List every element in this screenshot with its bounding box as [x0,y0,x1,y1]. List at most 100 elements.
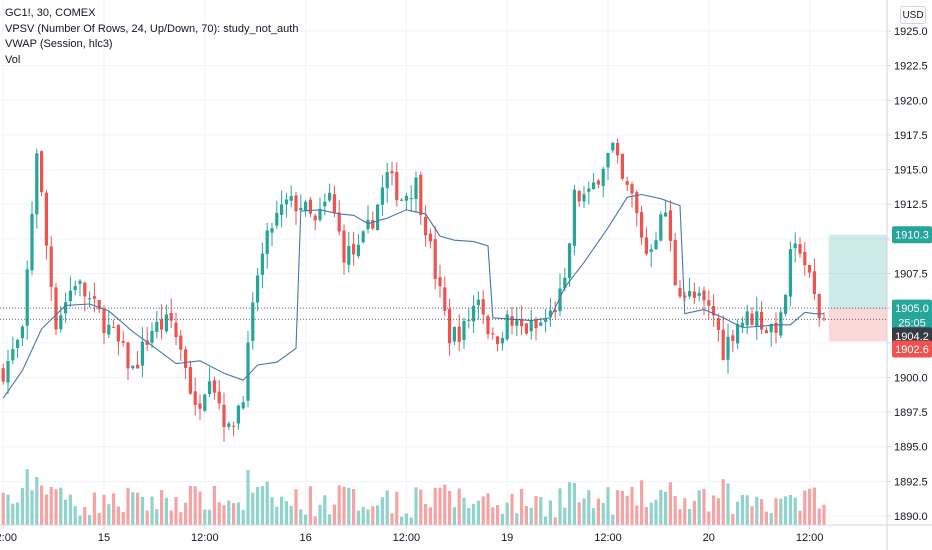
volume-bar [275,506,279,525]
candle-body [678,287,682,297]
volume-bar [40,485,44,525]
candle-body [467,319,471,321]
legend-vwap[interactable]: VWAP (Session, hlc3) [5,38,113,50]
volume-bar [707,511,711,525]
candle-body [659,214,663,241]
candle-body [217,391,221,404]
volume-bar [563,507,567,525]
volume-bar [49,487,53,525]
long-position-box[interactable] [828,234,887,342]
candle-body [44,192,48,246]
x-tick-label: 16 [299,532,311,544]
candle-body [476,299,480,306]
candle-body [692,291,696,298]
candle-body [193,391,197,405]
candle-body [299,207,303,211]
volume-bar [764,511,768,525]
x-tick-label: 12:00 [594,532,622,544]
volume-bar [193,486,197,525]
volume-bar [611,514,615,525]
candle-body [16,339,20,348]
x-axis-ticks: 12:00 15 12:00 16 12:00 19 12:00 20 12:00 [0,525,823,544]
candle-body [452,326,456,342]
volume-bar [97,512,101,525]
candle-body [731,335,735,342]
candle-body [270,228,274,233]
volume-bar [457,488,461,525]
candle-body [11,349,15,361]
candle-body [318,208,322,221]
volume-bar [736,501,740,525]
candle-body [620,153,624,179]
candle-body [736,323,740,344]
y-tick-label: 1925.0 [894,26,928,38]
candle-body [563,277,567,289]
volume-bar [251,492,255,525]
x-tick-label: 12:00 [0,532,17,544]
y-tick-label: 1892.5 [894,476,928,488]
volume-bar [92,492,96,525]
volume-bar [160,490,164,525]
volume-bar [241,509,245,525]
volume-bar [433,487,437,525]
candle-body [184,349,188,369]
volume-bar [179,512,183,525]
candle-body [721,329,725,361]
volume-bar [107,504,111,525]
legend-vol[interactable]: Vol [5,53,21,66]
candle-body [817,293,821,319]
volume-bar [44,494,48,525]
candle-body [606,152,610,168]
volume-bar [385,490,389,525]
volume-bar [664,491,668,525]
candle-body [424,216,428,236]
candle-body [568,243,572,279]
candle-body [486,316,490,335]
currency-button[interactable]: USD [900,6,926,24]
volume-bar [16,502,20,525]
candle-body [20,326,24,339]
candle-body [803,251,807,266]
volume-bar [520,488,524,525]
candle-body [352,243,356,255]
candle-body [112,326,116,328]
volume-bar [793,497,797,525]
stop-zone [828,308,887,342]
candle-body [515,320,519,326]
candle-body [640,212,644,238]
y-tick-label: 1900.0 [894,372,928,384]
candle-body [73,285,77,291]
volume-bar [222,505,226,525]
volume-bar [558,488,562,525]
volume-bar [313,516,317,525]
y-tick-label: 1890.0 [894,511,928,523]
chart-legend: GC1!, 30, COMEX VPSV (Number Of Rows, 24… [5,6,298,68]
volume-bar [83,506,87,525]
legend-vpsv[interactable]: VPSV (Number Of Rows, 24, Up/Down, 70): … [5,22,299,35]
candle-body [529,321,533,332]
candle-body [366,219,370,230]
candle-body [174,322,178,338]
volume-bar [328,514,332,525]
volume-bar [380,497,384,525]
candle-body [35,153,39,215]
volume-bar [299,509,303,525]
legend-symbol[interactable]: GC1!, 30, COMEX [5,7,96,19]
volume-bar [755,496,759,525]
candle-body [275,212,279,226]
candle-body [208,381,212,395]
volume-bar [448,491,452,525]
volume-bar [64,499,68,525]
candle-body [155,321,159,332]
volume-bar [78,515,82,525]
volume-bar [712,495,716,525]
candle-body [1,368,5,382]
volume-bar [635,505,639,525]
candle-body [280,204,284,215]
volume-bar [769,512,773,525]
y-tick-label: 1917.5 [894,130,928,142]
candle-body [265,230,269,255]
volume-bar [116,506,120,525]
volume-bar [155,509,159,525]
